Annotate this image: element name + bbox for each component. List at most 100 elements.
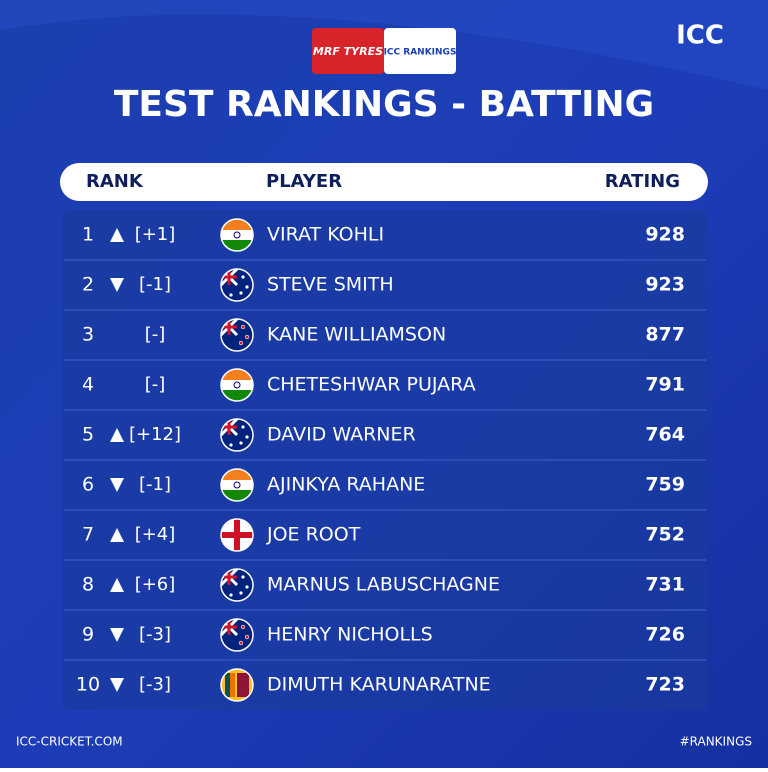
flag-star (241, 275, 245, 279)
flag-ring (220, 518, 254, 552)
flag (221, 519, 253, 551)
flag-star (229, 293, 233, 297)
title: TEST RANKINGS - BATTING (114, 84, 654, 125)
flag (221, 469, 253, 501)
down-arrow (110, 678, 124, 692)
rank: 6 (82, 474, 94, 496)
footer-right: #RANKINGS (680, 735, 752, 749)
down-arrow (110, 478, 124, 492)
flag-star (244, 634, 250, 640)
flag-ring (220, 568, 254, 602)
header-bar (60, 163, 708, 201)
change: [-] (145, 374, 166, 395)
flag-star (238, 340, 244, 346)
up-arrow (110, 528, 124, 542)
down-arrow (110, 278, 124, 292)
flag-band (225, 673, 230, 697)
change: [+12] (129, 424, 181, 445)
flag-star (238, 640, 244, 646)
icc-logo: ICC (676, 21, 724, 51)
flag (221, 669, 253, 701)
rank: 1 (82, 224, 94, 246)
flag-star (229, 443, 233, 447)
player: VIRAT KOHLI (267, 224, 384, 246)
rating: 752 (645, 524, 685, 546)
flag-star (241, 425, 245, 429)
up-arrow (110, 578, 124, 592)
change: [-1] (139, 274, 171, 295)
rankings-text: ICC RANKINGS (384, 48, 457, 58)
rank: 4 (82, 374, 94, 396)
rank: 2 (82, 274, 94, 296)
rank: 7 (82, 524, 94, 546)
flag-band (221, 490, 253, 501)
flag-star (239, 291, 243, 295)
flag-star (240, 624, 246, 630)
player: DAVID WARNER (267, 424, 416, 446)
rating: 723 (645, 674, 685, 696)
sponsor-text: MRF TYRES (313, 45, 383, 58)
rank: 9 (82, 624, 94, 646)
flag-star (239, 441, 243, 445)
col-rank: RANK (86, 171, 144, 192)
flag-band (221, 219, 253, 230)
col-player: PLAYER (266, 171, 342, 192)
flag-star (244, 334, 250, 340)
player: HENRY NICHOLLS (267, 624, 433, 646)
rating: 726 (645, 624, 685, 646)
flag-wheel (233, 481, 241, 489)
player: DIMUTH KARUNARATNE (267, 674, 491, 696)
flag-ring (220, 618, 254, 652)
up-arrow (110, 428, 124, 442)
footer-left: ICC-CRICKET.COM (16, 735, 123, 749)
rating: 928 (645, 224, 685, 246)
change: [+1] (135, 224, 176, 245)
flag-field (237, 673, 249, 697)
rating: 731 (645, 574, 685, 596)
flag-star (245, 585, 249, 589)
flag-star (245, 435, 249, 439)
player: JOE ROOT (266, 524, 361, 546)
flag-band (221, 480, 253, 490)
sponsor-badge (312, 28, 384, 74)
flag-wheel (233, 381, 241, 389)
flag-ring (220, 268, 254, 302)
flag-ring (220, 468, 254, 502)
flag-ring (220, 418, 254, 452)
rating: 791 (645, 374, 685, 396)
change: [-3] (139, 624, 171, 645)
flag-cross (221, 519, 253, 551)
flag-ring (220, 668, 254, 702)
flag-band (221, 230, 253, 240)
rating: 764 (645, 424, 685, 446)
change: [+6] (135, 574, 176, 595)
flag-star (229, 593, 233, 597)
flag-band (230, 673, 235, 697)
player: STEVE SMITH (267, 274, 394, 296)
flag-band (221, 240, 253, 251)
up-arrow (110, 228, 124, 242)
change: [-3] (139, 674, 171, 695)
down-arrow (110, 628, 124, 642)
flag-ring (220, 218, 254, 252)
rankings-badge (384, 28, 456, 74)
rows: 1 [+1] VIRAT KOHLI 928 2 [-1] STEVE SMITH 923 3 [… (64, 218, 706, 702)
flag-star (240, 324, 246, 330)
player: AJINKYA RAHANE (267, 474, 425, 496)
rank: 8 (82, 574, 94, 596)
flag-band (221, 380, 253, 390)
flag-band (221, 469, 253, 480)
flag (221, 219, 253, 251)
rating: 759 (645, 474, 685, 496)
col-rating: RATING (605, 171, 680, 192)
change: [-1] (139, 474, 171, 495)
rating: 923 (645, 274, 685, 296)
rank: 5 (82, 424, 94, 446)
rank: 10 (76, 674, 100, 696)
player: CHETESHWAR PUJARA (267, 374, 476, 396)
bg-swoosh (0, 0, 768, 90)
flag-star (239, 591, 243, 595)
flag-ring (220, 368, 254, 402)
